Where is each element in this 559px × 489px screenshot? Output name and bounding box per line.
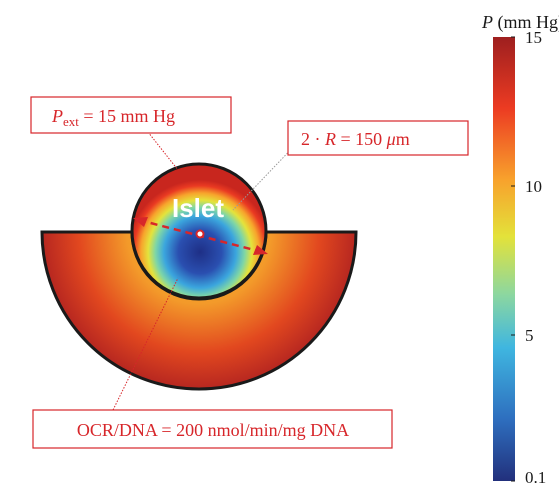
colorbar-scale bbox=[493, 37, 515, 481]
ocr-text: OCR/DNA = 200 nmol/min/mg DNA bbox=[77, 420, 349, 440]
colorbar-tick-label: 10 bbox=[525, 177, 542, 196]
islet-outline bbox=[130, 162, 268, 300]
islet-center-marker bbox=[195, 229, 205, 239]
diameter-annotation: 2 · R = 150 μm bbox=[287, 120, 469, 156]
colorbar-title-symbol: P bbox=[481, 12, 493, 32]
colorbar-tick-label: 15 bbox=[525, 28, 542, 47]
pext-value: = 15 mm Hg bbox=[79, 106, 175, 126]
arrowhead-right bbox=[253, 245, 268, 255]
diameter-unit-mu: μ bbox=[386, 129, 396, 149]
arrowhead-left bbox=[133, 217, 148, 227]
colorbar-tick-label: 5 bbox=[525, 326, 534, 345]
pext-leader bbox=[147, 131, 179, 171]
svg-text:2 · R = 150 μm: 2 · R = 150 μm bbox=[301, 129, 410, 149]
pext-subscript: ext bbox=[63, 114, 79, 129]
ocr-leader bbox=[112, 277, 179, 411]
ocr-annotation: OCR/DNA = 200 nmol/min/mg DNA bbox=[32, 409, 393, 449]
diameter-unit-rest: m bbox=[396, 129, 410, 149]
colorbar-title: P (mm Hg) bbox=[481, 12, 559, 33]
svg-text:Pext = 15 mm Hg: Pext = 15 mm Hg bbox=[51, 106, 175, 129]
colorbar-ticks: 15 10 5 0.1 bbox=[511, 28, 546, 487]
pext-symbol: P bbox=[51, 106, 63, 126]
islet-label: Islet bbox=[172, 193, 224, 223]
diameter-prefix: 2 · bbox=[301, 129, 325, 149]
colorbar-title-unit: (mm Hg) bbox=[493, 12, 559, 33]
colorbar-tick-label: 0.1 bbox=[525, 468, 546, 487]
diameter-arrow bbox=[133, 217, 268, 255]
diameter-value: = 150 bbox=[336, 129, 387, 149]
pext-annotation: Pext = 15 mm Hg bbox=[30, 96, 232, 134]
colorbar: P (mm Hg) 15 10 5 0.1 bbox=[481, 12, 559, 487]
diameter-symbol: R bbox=[324, 129, 336, 149]
